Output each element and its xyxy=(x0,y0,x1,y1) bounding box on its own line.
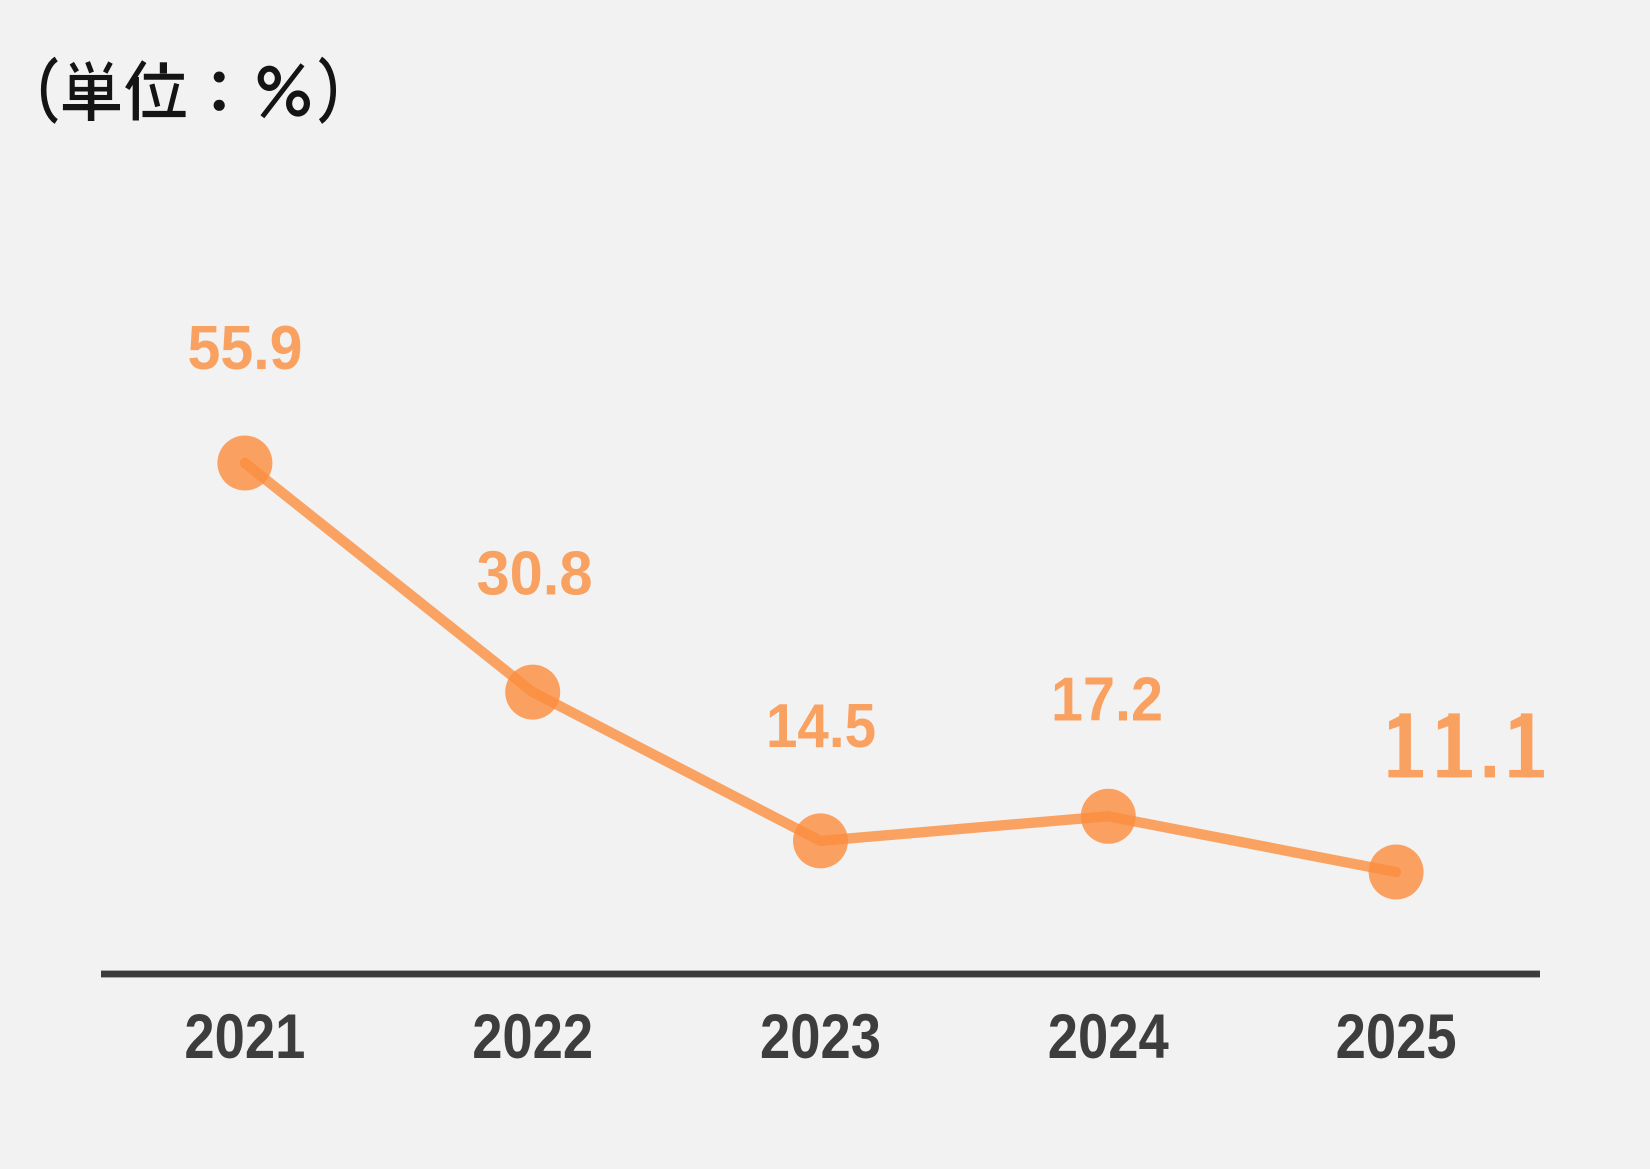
svg-text:2021: 2021 xyxy=(184,1002,305,1072)
svg-text:2023: 2023 xyxy=(760,1002,881,1072)
svg-text:2025: 2025 xyxy=(1336,1002,1457,1072)
svg-text:2024: 2024 xyxy=(1048,1002,1169,1072)
svg-text:30.8: 30.8 xyxy=(477,540,593,609)
svg-text:17.2: 17.2 xyxy=(1051,666,1163,735)
svg-text:2022: 2022 xyxy=(472,1002,593,1072)
svg-text:14.5: 14.5 xyxy=(766,692,876,761)
svg-text:55.9: 55.9 xyxy=(188,314,303,383)
